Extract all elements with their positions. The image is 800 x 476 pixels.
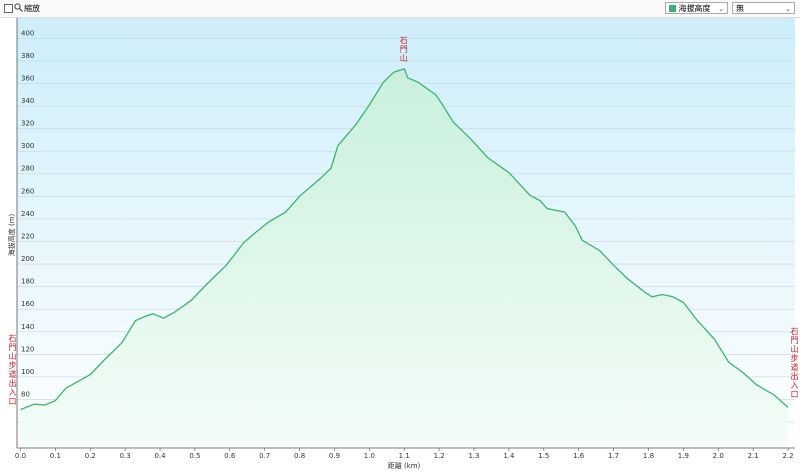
x-tick-label: 0.6 [224,452,236,460]
zoom-icon [14,3,23,12]
y-tick-label: 80 [21,390,30,398]
x-tick-label: 1.4 [503,452,515,460]
y-tick-label: 200 [21,255,34,263]
y-tick-label: 160 [21,300,34,308]
second-select-text: 無 [736,4,744,13]
x-tick-label: 0.3 [120,452,131,460]
chevron: ⌄ [785,5,791,13]
x-tick-label: 0.1 [50,452,61,460]
y-tick-label: 320 [21,120,34,128]
toolbar: 縮放 海拔高度 ⌄ 無 ⌄ [0,0,800,18]
x-tick-label: 2.0 [713,452,724,460]
x-axis-label: 距離 (km) [388,461,421,470]
area-fill [20,68,789,449]
y-tick-label: 100 [21,368,34,376]
x-tick-label: 0.4 [154,452,166,460]
annotation: 石門山 [399,35,409,63]
y-tick-label: 380 [21,52,34,60]
series-name: 海拔高度 [678,4,711,13]
x-tick-label: 0.8 [294,452,305,460]
x-tick-label: 1.9 [678,452,689,460]
x-tick-label: 0.7 [259,452,270,460]
x-tick-label: 1.8 [643,452,654,460]
x-tick-label: 0.0 [15,452,26,460]
y-tick-label: 220 [21,232,34,240]
zoom-checkbox[interactable] [4,4,13,13]
series-swatch [669,5,676,12]
y-tick-label: 340 [21,97,34,105]
x-tick-label: 1.5 [538,452,549,460]
x-tick-label: 0.9 [329,452,340,460]
y-tick-label: 280 [21,165,34,173]
x-tick-label: 1.0 [364,452,375,460]
series-select[interactable]: 海拔高度 ⌄ [665,2,728,14]
annotation: 石門山步道出入口 [790,327,799,399]
x-tick-label: 1.1 [399,452,410,460]
y-tick-label: 120 [21,345,34,353]
y-tick-label: 180 [21,278,34,286]
second-select[interactable]: 無 ⌄ [732,2,795,14]
x-tick-label: 2.2 [782,452,793,460]
y-tick-label: 400 [21,29,34,37]
x-tick-label: 2.1 [748,452,759,460]
elevation-line [20,67,789,411]
zoom-label: 縮放 [24,4,40,13]
x-tick-label: 1.2 [434,452,445,460]
y-tick-label: 140 [21,323,34,331]
x-tick-label: 1.3 [468,452,479,460]
y-tick-label: 240 [21,210,34,218]
chevron: ⌄ [718,5,724,13]
y-tick-label: 260 [21,187,34,195]
x-tick-label: 1.6 [573,452,585,460]
annotation: 石門山步道出入口 [8,334,17,406]
y-tick-label: 360 [21,74,34,82]
x-tick-label: 1.7 [608,452,619,460]
x-tick-label: 0.2 [85,452,96,460]
y-axis-label: 海拔高度 (m) [7,213,16,256]
y-tick-label: 300 [21,142,34,150]
x-tick-label: 0.5 [189,452,200,460]
